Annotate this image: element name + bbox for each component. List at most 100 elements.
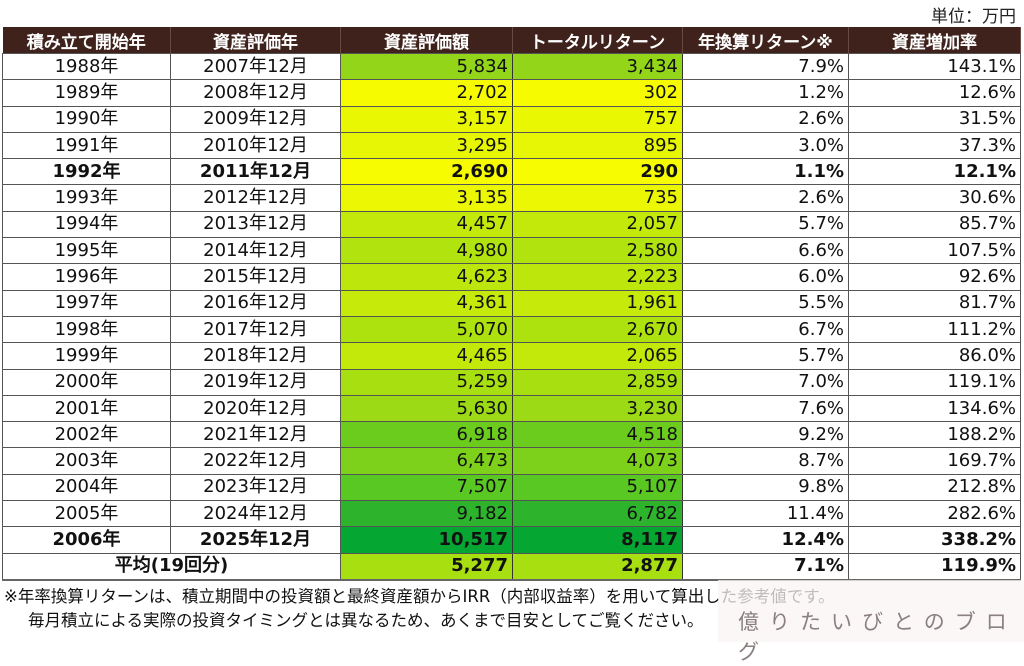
annual-return-cell: 7.9%: [682, 52, 849, 81]
eval-year-cell: 2022年12月: [170, 447, 341, 475]
eval-year-cell: 2015年12月: [170, 263, 341, 291]
table-row: 1992年 2011年12月 2,690 290 1.1% 12.1%: [2, 158, 1021, 186]
growth-rate-cell: 338.2%: [848, 526, 1021, 554]
total-return-cell: 2,859: [512, 368, 683, 396]
start-year-cell: 2000年: [2, 368, 171, 396]
total-return-cell: 2,580: [512, 237, 683, 265]
asset-value-cell: 4,361: [340, 289, 513, 317]
asset-value-cell: 2,690: [340, 158, 513, 186]
table-row: 1993年 2012年12月 3,135 735 2.6% 30.6%: [2, 184, 1021, 212]
total-return-cell: 2,670: [512, 315, 683, 344]
eval-year-cell: 2013年12月: [170, 210, 341, 239]
total-return-cell: 290: [512, 158, 683, 186]
total-return-cell: 4,518: [512, 421, 683, 449]
eval-year-cell: 2018年12月: [170, 342, 341, 370]
table-row: 2004年 2023年12月 7,507 5,107 9.8% 212.8%: [2, 473, 1021, 502]
start-year-cell: 1999年: [2, 342, 171, 370]
total-return-cell: 895: [512, 131, 683, 160]
table-row: 2001年 2020年12月 5,630 3,230 7.6% 134.6%: [2, 394, 1021, 423]
asset-value-cell: 5,630: [340, 394, 513, 423]
eval-year-cell: 2014年12月: [170, 237, 341, 265]
header-total-return: トータルリターン: [512, 27, 683, 54]
growth-rate-cell: 212.8%: [848, 473, 1021, 502]
eval-year-cell: 2024年12月: [170, 500, 341, 528]
start-year-cell: 1995年: [2, 237, 171, 265]
table-row: 1997年 2016年12月 4,361 1,961 5.5% 81.7%: [2, 289, 1021, 317]
asset-value-cell: 6,473: [340, 447, 513, 475]
growth-rate-cell: 143.1%: [848, 52, 1021, 81]
asset-value-cell: 3,135: [340, 184, 513, 212]
total-return-cell: 3,434: [512, 52, 683, 81]
start-year-cell: 1998年: [2, 315, 171, 344]
total-return-cell: 2,223: [512, 263, 683, 291]
asset-value-cell: 4,980: [340, 237, 513, 265]
table-row: 1998年 2017年12月 5,070 2,670 6.7% 111.2%: [2, 315, 1021, 344]
annual-return-cell: 9.8%: [682, 473, 849, 502]
table-row: 2003年 2022年12月 6,473 4,073 8.7% 169.7%: [2, 447, 1021, 475]
growth-rate-cell: 85.7%: [848, 210, 1021, 239]
eval-year-cell: 2010年12月: [170, 131, 341, 160]
total-return-cell: 8,117: [512, 526, 683, 554]
asset-value-cell: 10,517: [340, 526, 513, 554]
annual-return-cell: 6.7%: [682, 315, 849, 344]
annual-return-cell: 9.2%: [682, 421, 849, 449]
table-row: 1996年 2015年12月 4,623 2,223 6.0% 92.6%: [2, 263, 1021, 291]
average-asset-value: 5,277: [340, 552, 513, 581]
growth-rate-cell: 12.6%: [848, 79, 1021, 107]
annual-return-cell: 11.4%: [682, 500, 849, 528]
start-year-cell: 1994年: [2, 210, 171, 239]
header-growth-rate: 資産増加率: [848, 27, 1021, 54]
growth-rate-cell: 169.7%: [848, 447, 1021, 475]
average-total-return: 2,877: [512, 552, 683, 581]
start-year-cell: 1992年: [2, 158, 171, 186]
asset-value-cell: 4,623: [340, 263, 513, 291]
total-return-cell: 5,107: [512, 473, 683, 502]
start-year-cell: 2002年: [2, 421, 171, 449]
growth-rate-cell: 188.2%: [848, 421, 1021, 449]
eval-year-cell: 2008年12月: [170, 79, 341, 107]
growth-rate-cell: 12.1%: [848, 158, 1021, 186]
eval-year-cell: 2017年12月: [170, 315, 341, 344]
average-label: 平均(19回分): [2, 552, 341, 581]
unit-label: 単位：万円: [931, 7, 1016, 27]
start-year-cell: 2006年: [2, 526, 171, 554]
start-year-cell: 1996年: [2, 263, 171, 291]
asset-value-cell: 3,157: [340, 105, 513, 133]
watermark-text: 億りたいびとのブログ: [738, 610, 1017, 664]
header-start-year: 積み立て開始年: [2, 27, 171, 54]
eval-year-cell: 2009年12月: [170, 105, 341, 133]
total-return-cell: 302: [512, 79, 683, 107]
investment-results-table: 積み立て開始年 資産評価年 資産評価額 トータルリターン 年換算リターン※ 資産…: [2, 27, 1021, 581]
asset-value-cell: 3,295: [340, 131, 513, 160]
start-year-cell: 1991年: [2, 131, 171, 160]
asset-value-cell: 5,259: [340, 368, 513, 396]
table-row: 2002年 2021年12月 6,918 4,518 9.2% 188.2%: [2, 421, 1021, 449]
asset-value-cell: 5,834: [340, 52, 513, 81]
total-return-cell: 2,057: [512, 210, 683, 239]
start-year-cell: 1993年: [2, 184, 171, 212]
annual-return-cell: 5.7%: [682, 210, 849, 239]
asset-value-cell: 4,465: [340, 342, 513, 370]
header-asset-value: 資産評価額: [340, 27, 513, 54]
annual-return-cell: 3.0%: [682, 131, 849, 160]
growth-rate-cell: 86.0%: [848, 342, 1021, 370]
growth-rate-cell: 119.1%: [848, 368, 1021, 396]
eval-year-cell: 2012年12月: [170, 184, 341, 212]
annual-return-cell: 5.5%: [682, 289, 849, 317]
annual-return-cell: 7.6%: [682, 394, 849, 423]
start-year-cell: 1988年: [2, 52, 171, 81]
start-year-cell: 1997年: [2, 289, 171, 317]
table-row: 1999年 2018年12月 4,465 2,065 5.7% 86.0%: [2, 342, 1021, 370]
table-header-row: 積み立て開始年 資産評価年 資産評価額 トータルリターン 年換算リターン※ 資産…: [2, 27, 1021, 54]
asset-value-cell: 6,918: [340, 421, 513, 449]
growth-rate-cell: 92.6%: [848, 263, 1021, 291]
start-year-cell: 1990年: [2, 105, 171, 133]
growth-rate-cell: 282.6%: [848, 500, 1021, 528]
table-row: 2006年 2025年12月 10,517 8,117 12.4% 338.2%: [2, 526, 1021, 554]
total-return-cell: 1,961: [512, 289, 683, 317]
eval-year-cell: 2025年12月: [170, 526, 341, 554]
annual-return-cell: 2.6%: [682, 184, 849, 212]
growth-rate-cell: 81.7%: [848, 289, 1021, 317]
header-eval-year: 資産評価年: [170, 27, 341, 54]
annual-return-cell: 2.6%: [682, 105, 849, 133]
